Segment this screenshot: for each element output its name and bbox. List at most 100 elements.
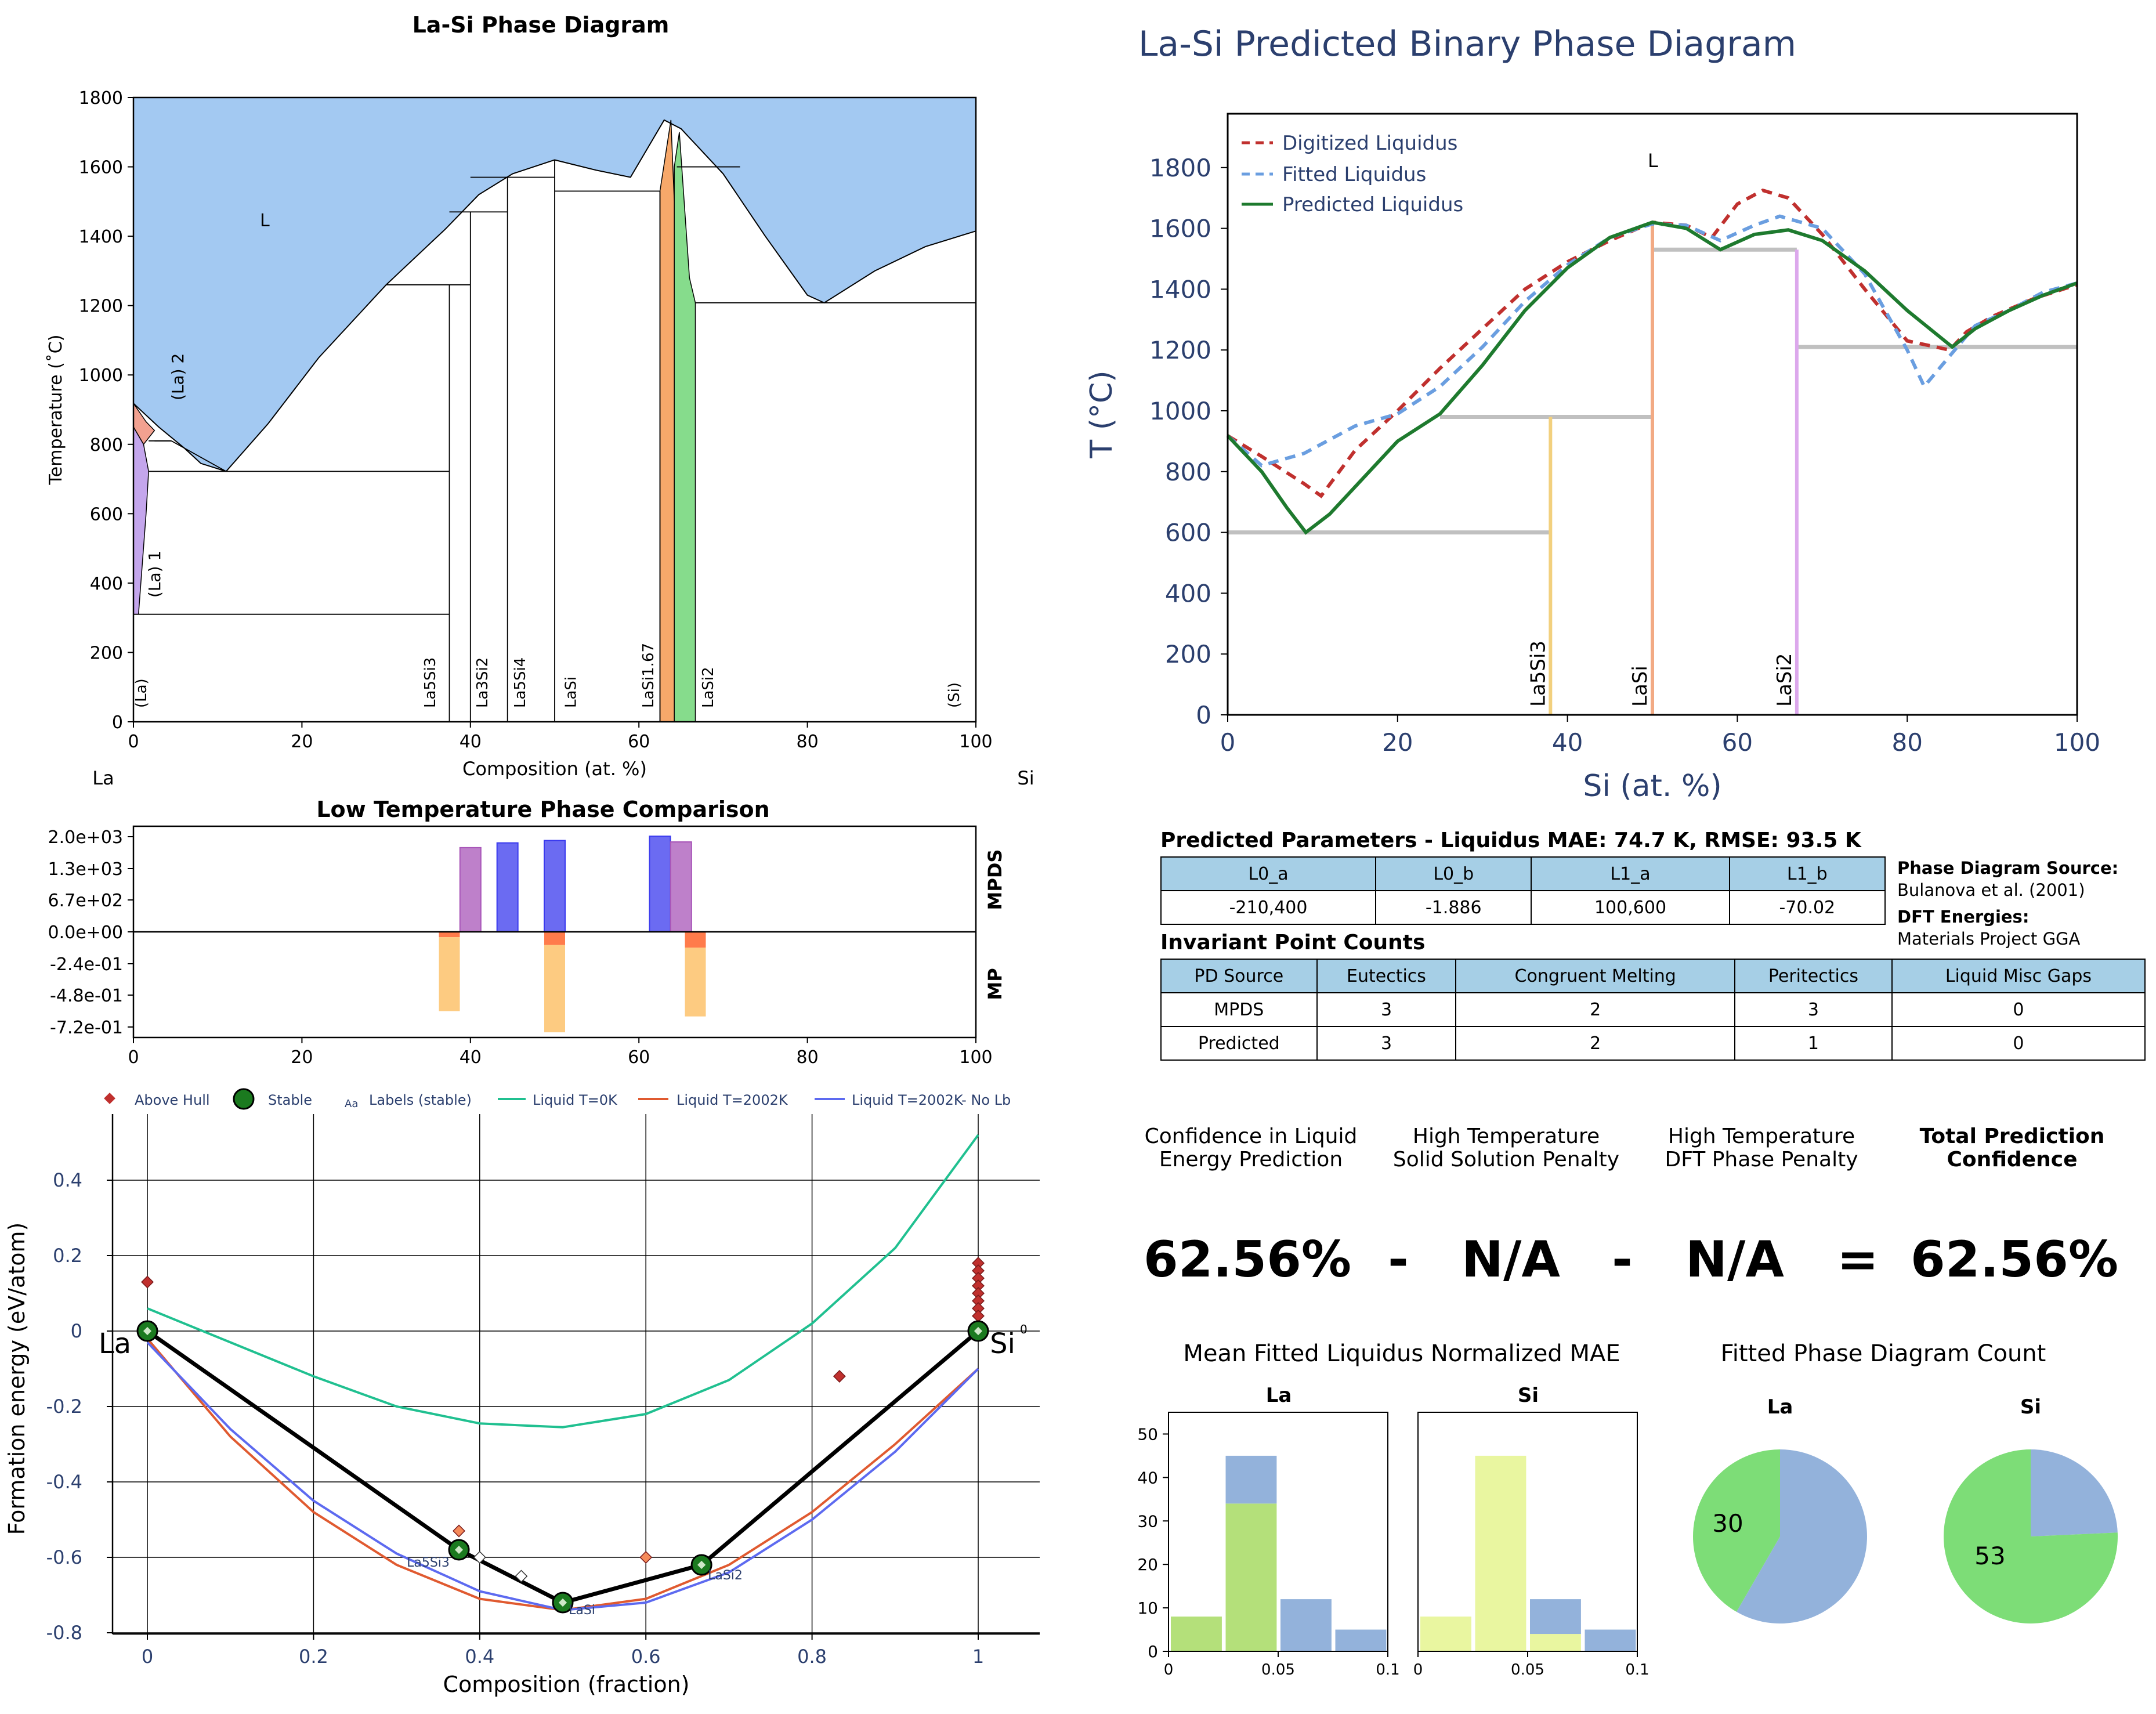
invariant-cell: 3 [1734, 992, 1893, 1027]
x-tick-label: 60 [628, 732, 650, 752]
pd-source-label: Phase Diagram Source: [1897, 858, 2118, 878]
legend-liquid-nolb-label: Liquid T=2002K- No Lb [852, 1092, 1011, 1108]
mae-bar [1420, 1617, 1471, 1651]
confidence-value-liquid: 62.56% [1144, 1231, 1351, 1289]
legend-digitized-label: Digitized Liquidus [1282, 132, 1457, 155]
legend-predicted-label: Predicted Liquidus [1282, 193, 1463, 216]
mae-bar [1225, 1455, 1277, 1504]
mp-bar [685, 948, 706, 1017]
x-tick-label: 0 [128, 1047, 139, 1068]
y-tick-label: 1200 [79, 296, 123, 317]
above-hull-point [473, 1551, 486, 1564]
above-hull-point [972, 1264, 985, 1277]
predicted-ylabel: T (°C) [1084, 370, 1119, 458]
y-tick-label: 2.0e+03 [48, 827, 123, 848]
la1-region-label: (La) 1 [145, 551, 164, 598]
phase-label: LaSi2 [700, 667, 717, 708]
mae-la-title: La [1266, 1384, 1292, 1407]
hull-lasi-label: LaSi [569, 1603, 595, 1618]
x-tick-label: 0 [128, 732, 139, 752]
x-tick-label: 0 [1413, 1661, 1423, 1679]
confidence-header-2a: High Temperature [1413, 1124, 1600, 1148]
predicted-phase-diagram-panel: La-Si Predicted Binary Phase Diagram 0 20… [1084, 24, 2100, 804]
liquidus-series [1227, 214, 2078, 468]
legend-labels-label: Labels (stable) [369, 1092, 472, 1108]
invariant-cell: 1 [1734, 1026, 1893, 1061]
phase-diagram-xlabel: Composition (at. %) [462, 758, 647, 780]
x-tick-label: 0.8 [797, 1646, 827, 1668]
y-tick-label: 600 [1165, 519, 1211, 547]
pd-source-value: Bulanova et al. (2001) [1897, 880, 2085, 900]
pie-slice [2031, 1449, 2118, 1536]
hull-ylabel: Formation energy (eV/atom) [4, 1223, 30, 1535]
params-title: Predicted Parameters - Liquidus MAE: 74.… [1160, 829, 1862, 852]
invariant-cell: 0 [1891, 1026, 2146, 1061]
hull-la5si3-label: La5Si3 [407, 1556, 450, 1570]
mp-bar [439, 937, 460, 1011]
confidence-panel: Confidence in Liquid Energy Prediction H… [1144, 1124, 2118, 1289]
x-tick-label: 0.2 [299, 1646, 328, 1668]
predicted-frame [1227, 113, 2078, 716]
y-tick-label: 800 [1165, 458, 1211, 486]
y-tick-label: 1400 [1149, 275, 1211, 303]
x-tick-label: 60 [628, 1047, 650, 1068]
predicted-phase-label: LaSi [1629, 666, 1652, 707]
phase-label: La5Si4 [512, 657, 529, 708]
mp-label: MP [984, 968, 1006, 1000]
x-tick-label: 40 [460, 732, 482, 752]
y-tick-label: 1000 [79, 366, 123, 386]
params-header-cell: L0_a [1160, 856, 1377, 891]
predicted-legend: Digitized Liquidus Fitted Liquidus Predi… [1242, 132, 1463, 216]
invariant-header-row: PD Source Eutectics Congruent Melting Pe… [1160, 959, 2146, 993]
params-table: L0_a L0_b L1_a L1_b -210,400 -1.886 100,… [1160, 856, 1886, 925]
y-tick-label: 40 [1137, 1468, 1158, 1487]
right-element-label: Si [1017, 767, 1034, 789]
y-tick-label: 6.7e+02 [48, 891, 123, 911]
x-tick-label: 1 [972, 1646, 984, 1668]
liquid-curve [147, 1134, 979, 1429]
lasi2-region [674, 132, 696, 722]
x-tick-label: 0 [1164, 1661, 1174, 1679]
y-tick-label: -0.4 [46, 1471, 82, 1493]
params-header-row: L0_a L0_b L1_a L1_b [1160, 856, 1886, 891]
invariant-cell: 3 [1316, 992, 1457, 1027]
phase-diagram-panel: La-Si Phase Diagram 0 20 40 60 80 10002004006… [46, 12, 1034, 789]
x-tick-label: 20 [291, 1047, 313, 1068]
confidence-header-4b: Confidence [1947, 1148, 2077, 1171]
count-la-title: La [1767, 1395, 1793, 1419]
low-temp-comparison-panel: Low Temperature Phase Comparison 2.0e+03… [48, 797, 1006, 1068]
y-tick-label: 800 [90, 435, 123, 455]
y-tick-label: 1600 [79, 158, 123, 178]
confidence-op-1: - [1388, 1231, 1409, 1289]
y-tick-label: 200 [1165, 640, 1211, 668]
y-tick-label: 400 [1165, 579, 1211, 608]
above-hull-point [453, 1524, 465, 1538]
mpds-bar [459, 847, 482, 932]
pie-slice [1944, 1449, 2118, 1623]
params-value-row: -210,400 -1.886 100,600 -70.02 [1160, 890, 1886, 925]
predicted-title: La-Si Predicted Binary Phase Diagram [1138, 24, 1796, 64]
mae-bar [1335, 1629, 1387, 1651]
legend-above-hull-label: Above Hull [135, 1092, 210, 1108]
phase-diagram-frame [132, 96, 977, 723]
params-header-cell: L1_a [1531, 856, 1730, 891]
count-si-title: Si [2020, 1395, 2041, 1419]
x-tick-label: 0.6 [631, 1646, 661, 1668]
x-tick-label: 40 [1552, 728, 1583, 757]
mae-bar [1171, 1617, 1222, 1651]
mp-bar-top [439, 932, 460, 938]
confidence-header-2b: Solid Solution Penalty [1393, 1148, 1619, 1171]
x-tick-label: 0 [1220, 728, 1236, 757]
y-tick-label: 400 [90, 574, 123, 594]
confidence-op-3: = [1837, 1231, 1879, 1289]
phase-diagram-ylabel: Temperature (˚C) [46, 335, 66, 486]
x-tick-label: 100 [959, 1047, 992, 1068]
params-value-cell: -210,400 [1160, 890, 1377, 925]
hull-legend: Above Hull Stable Aa Labels (stable) Liq… [104, 1088, 1011, 1110]
mae-la-frame [1168, 1412, 1388, 1652]
y-tick-label: 10 [1137, 1599, 1158, 1618]
x-tick-label: 20 [1382, 728, 1413, 757]
phase-diagram-title: La-Si Phase Diagram [413, 12, 670, 38]
y-tick-label: -0.2 [46, 1395, 82, 1418]
predicted-liquid-label: L [1648, 150, 1658, 172]
